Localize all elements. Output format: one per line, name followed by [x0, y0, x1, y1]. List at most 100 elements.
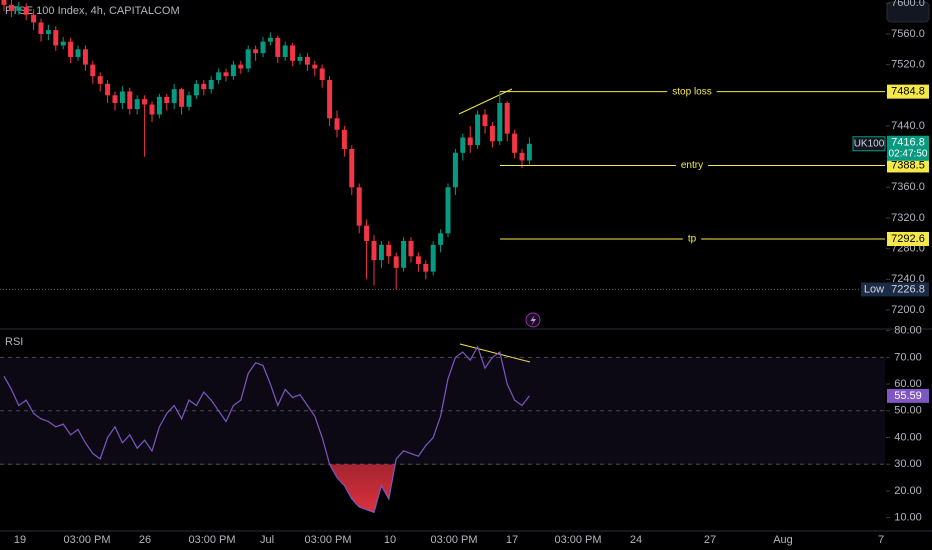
- y-tick-label: 70.00: [894, 351, 922, 363]
- candle-body: [460, 137, 466, 153]
- candle-body: [304, 56, 310, 65]
- y-tick-label: 10.00: [894, 512, 922, 524]
- candle-body: [312, 64, 318, 69]
- candle-body: [341, 129, 347, 149]
- candle-body: [445, 187, 451, 234]
- level-value: 7484.8: [891, 86, 925, 98]
- chart-title: FTSE 100 Index, 4h, CAPITALCOM: [5, 5, 180, 17]
- candle-body: [1, 0, 7, 5]
- candle-body: [186, 95, 192, 107]
- candle-body: [90, 64, 96, 77]
- x-tick-label: 7: [878, 534, 884, 546]
- level-label: stop loss: [672, 86, 711, 97]
- symbol-label: UK100: [854, 138, 885, 149]
- low-label: Low: [864, 283, 884, 295]
- candle-body: [334, 118, 340, 130]
- x-tick-label: 03:00 PM: [304, 534, 351, 546]
- candle-body: [519, 152, 525, 161]
- y-tick-label: 50.00: [894, 405, 922, 417]
- x-tick-label: 03:00 PM: [430, 534, 477, 546]
- y-tick-label: 20.00: [894, 485, 922, 497]
- y-tick-label: 7360.0: [891, 181, 925, 193]
- rsi-title: RSI: [5, 336, 23, 348]
- level-value: 7388.5: [891, 159, 925, 171]
- candle-body: [134, 99, 140, 110]
- level-label-bg: [667, 85, 717, 98]
- y-tick-label: 7560.0: [891, 28, 925, 40]
- candle-body: [216, 72, 222, 80]
- level-badge: [887, 231, 929, 246]
- candle-body: [127, 91, 133, 110]
- candle-body: [482, 114, 488, 126]
- candle-body: [119, 91, 125, 103]
- candle-body: [149, 104, 155, 115]
- level-label-bg: [682, 232, 702, 245]
- x-tick-label: 03:00 PM: [554, 534, 601, 546]
- candle-body: [290, 45, 296, 61]
- low-value-badge: [887, 282, 929, 297]
- candle-body: [408, 240, 414, 257]
- candle-body: [75, 49, 81, 57]
- candle-body: [297, 56, 303, 61]
- candle-body: [82, 49, 88, 65]
- candle-body: [23, 7, 29, 15]
- price-badge: [887, 135, 929, 161]
- candle-body: [245, 49, 251, 69]
- candle-body: [275, 37, 281, 57]
- x-tick-label: Aug: [773, 534, 793, 546]
- candle-body: [142, 99, 148, 105]
- candle-body: [438, 233, 444, 245]
- y-tick-label: 7320.0: [891, 212, 925, 224]
- candle-body: [193, 83, 199, 96]
- x-tick-label: 03:00 PM: [188, 534, 235, 546]
- candle-body: [260, 41, 266, 54]
- candle-body: [38, 22, 44, 34]
- candle-body: [415, 256, 421, 264]
- candle-body: [378, 244, 384, 261]
- countdown: 02:47:50: [889, 148, 928, 159]
- last-price: 7416.8: [891, 137, 925, 149]
- menu-button[interactable]: [886, 1, 930, 23]
- candle-body: [356, 187, 362, 226]
- candle-body: [8, 4, 14, 11]
- candle-body: [423, 263, 429, 272]
- y-tick-label: 60.00: [894, 378, 922, 390]
- candle-body: [53, 30, 59, 46]
- candle-body: [45, 30, 51, 34]
- level-label: entry: [681, 160, 703, 171]
- candle-body: [253, 49, 259, 54]
- x-tick-label: 03:00 PM: [63, 534, 110, 546]
- candle-body: [512, 133, 518, 153]
- candle-body: [112, 95, 118, 103]
- candle-body: [475, 114, 481, 146]
- candle-body: [201, 83, 207, 90]
- y-tick-label: 30.00: [894, 458, 922, 470]
- level-value: 7292.6: [891, 233, 925, 245]
- candle-body: [171, 89, 177, 103]
- candle-body: [60, 41, 66, 46]
- y-tick-label: 7240.0: [891, 273, 925, 285]
- x-tick-label: 26: [139, 534, 151, 546]
- x-tick-label: 24: [630, 534, 642, 546]
- candle-body: [97, 76, 103, 84]
- y-tick-label: 7520.0: [891, 59, 925, 71]
- low-value: 7226.8: [891, 283, 925, 295]
- candle-body: [282, 45, 288, 57]
- trend-line: [458, 88, 513, 115]
- candle-body: [364, 225, 370, 241]
- level-label-bg: [675, 159, 709, 172]
- candle-body: [327, 79, 333, 119]
- y-tick-label: 7200.0: [891, 304, 925, 316]
- candle-body: [223, 72, 229, 77]
- lightning-glyph: [530, 315, 536, 326]
- candle-body: [68, 41, 74, 57]
- candle-body: [164, 96, 170, 103]
- candle-body: [371, 240, 377, 261]
- level-label: tp: [688, 234, 697, 245]
- x-tick-label: 27: [704, 534, 716, 546]
- rsi-line: [3, 345, 530, 514]
- candle-body: [467, 137, 473, 146]
